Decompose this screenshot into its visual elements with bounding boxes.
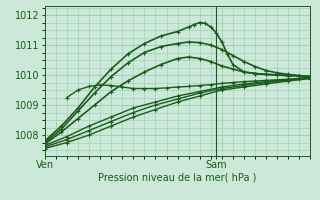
X-axis label: Pression niveau de la mer( hPa ): Pression niveau de la mer( hPa ) (99, 173, 257, 183)
